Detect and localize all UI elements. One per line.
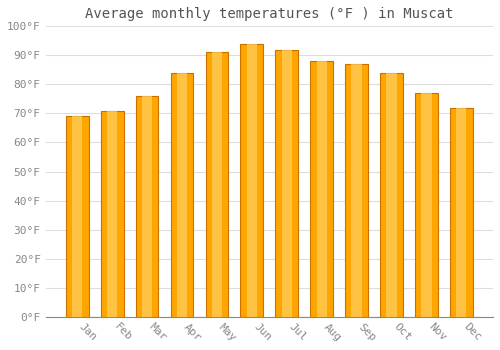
Bar [66, 116, 88, 317]
Bar [72, 116, 83, 317]
Bar [310, 61, 333, 317]
Bar [380, 73, 403, 317]
Bar [212, 52, 222, 317]
Bar [240, 44, 263, 317]
Bar [101, 111, 124, 317]
Bar [415, 93, 438, 317]
Bar [246, 44, 257, 317]
Bar [177, 73, 187, 317]
Bar [352, 64, 362, 317]
Bar [282, 49, 292, 317]
Bar [386, 73, 396, 317]
Bar [142, 96, 152, 317]
Bar [170, 73, 194, 317]
Title: Average monthly temperatures (°F ) in Muscat: Average monthly temperatures (°F ) in Mu… [85, 7, 454, 21]
Bar [136, 96, 158, 317]
Bar [316, 61, 327, 317]
Bar [422, 93, 432, 317]
Bar [276, 49, 298, 317]
Bar [450, 108, 472, 317]
Bar [346, 64, 368, 317]
Bar [107, 111, 118, 317]
Bar [456, 108, 466, 317]
Bar [206, 52, 229, 317]
